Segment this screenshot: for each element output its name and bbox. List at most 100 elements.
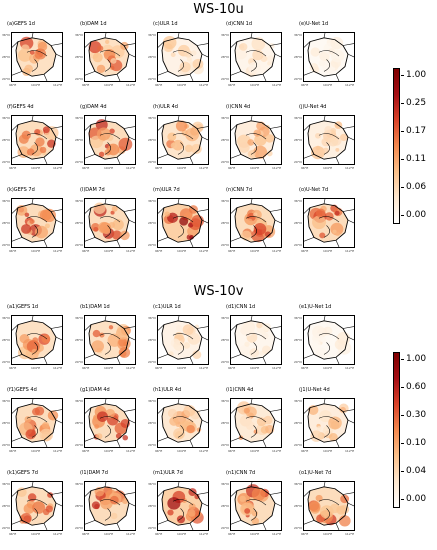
value-blob [31,348,38,355]
province-border [104,482,107,487]
province-border [31,342,38,355]
value-blob [311,145,325,160]
value-blob [328,416,342,430]
province-border [262,74,267,81]
colorbar-tick-label: 0.17 [400,126,427,136]
map-area [230,481,282,531]
province-border [231,154,242,159]
value-blob [93,226,99,232]
province-border [318,133,340,140]
value-blob [316,426,322,431]
x-tick-label: 96°E [9,83,17,87]
value-blob [191,50,197,56]
province-border [123,43,135,46]
y-tick-label: 20°N [75,243,83,247]
map-area [84,198,136,248]
map-plot [304,33,354,81]
region-outline [15,320,57,360]
value-blob [253,222,267,236]
province-border [43,523,48,530]
y-tick-label: 28°N [148,421,156,425]
map-plot [85,316,135,364]
y-tick-label: 28°N [221,421,229,425]
province-border [55,336,62,341]
province-border [177,199,180,204]
region-outline [307,320,349,360]
province-border [158,520,169,525]
map-area [230,115,282,165]
y-tick-label: 36°N [75,316,83,320]
province-border [342,326,354,329]
panel-label: (m1)ULR 7d [153,470,183,476]
province-border [26,333,48,340]
province-border [12,207,19,214]
y-tick-label: 28°N [2,504,10,508]
province-border [99,216,121,223]
value-blob [169,416,179,426]
province-border [12,520,23,525]
panel-label: (c)ULR 1d [153,21,178,27]
panel-label: (g1)DAM 4d [80,387,110,393]
x-tick-label: 112°E [272,366,282,370]
province-border [274,136,281,141]
map-plot [158,199,208,247]
colorbar-tick-label: 0.11 [400,154,427,164]
value-blob [21,224,32,234]
value-blob [41,334,51,344]
value-blob [111,230,122,240]
province-border [158,237,169,242]
value-blob [264,231,271,238]
value-blob [183,404,196,417]
province-border [342,43,354,46]
map-area [11,32,63,82]
value-blob [322,147,330,154]
province-border [250,342,257,355]
province-border [269,492,281,495]
map-area [11,398,63,448]
y-tick-label: 28°N [148,221,156,225]
y-tick-label: 36°N [221,482,229,486]
x-tick-label: 104°E [323,366,333,370]
x-tick-label: 112°E [272,249,282,253]
province-border [116,440,121,447]
map-area [230,398,282,448]
map-area [230,315,282,365]
province-border [158,71,169,76]
y-tick-label: 36°N [75,482,83,486]
map-plot [231,316,281,364]
value-blob [319,505,334,519]
map-panel: (g1)DAM 4d 36°N 28°N 20°N 96°E 104°E 112°E [75,387,136,454]
x-tick-label: 96°E [155,449,163,453]
y-tick-label: 36°N [148,116,156,120]
province-border [323,316,326,321]
province-border [85,71,96,76]
province-border [347,502,354,507]
province-border [250,142,257,155]
x-tick-label: 96°E [82,366,90,370]
province-border [43,240,48,247]
province-border [304,324,311,331]
province-border [116,357,121,364]
y-tick-label: 28°N [2,138,10,142]
x-tick-label: 112°E [53,449,63,453]
value-blob [265,134,275,143]
map-area [11,481,63,531]
value-blob [240,322,255,337]
x-tick-label: 104°E [177,366,187,370]
value-blob [41,421,50,429]
province-border [347,219,354,224]
province-border [104,399,107,404]
province-border [274,419,281,424]
x-tick-label: 96°E [9,166,17,170]
province-border [201,419,208,424]
province-border [55,419,62,424]
panel-label: (l)DAM 7d [80,187,105,193]
value-blob [326,327,333,334]
province-border [323,482,326,487]
map-panel: (j1)U-Net 4d 36°N 28°N 20°N 96°E 104°E 112°E [294,387,355,454]
colorbar-tick-label: 1.00 [400,70,427,80]
value-blob [111,206,118,212]
map-area [84,115,136,165]
panel-label: (l1)DAM 7d [80,470,108,476]
province-border [262,523,267,530]
